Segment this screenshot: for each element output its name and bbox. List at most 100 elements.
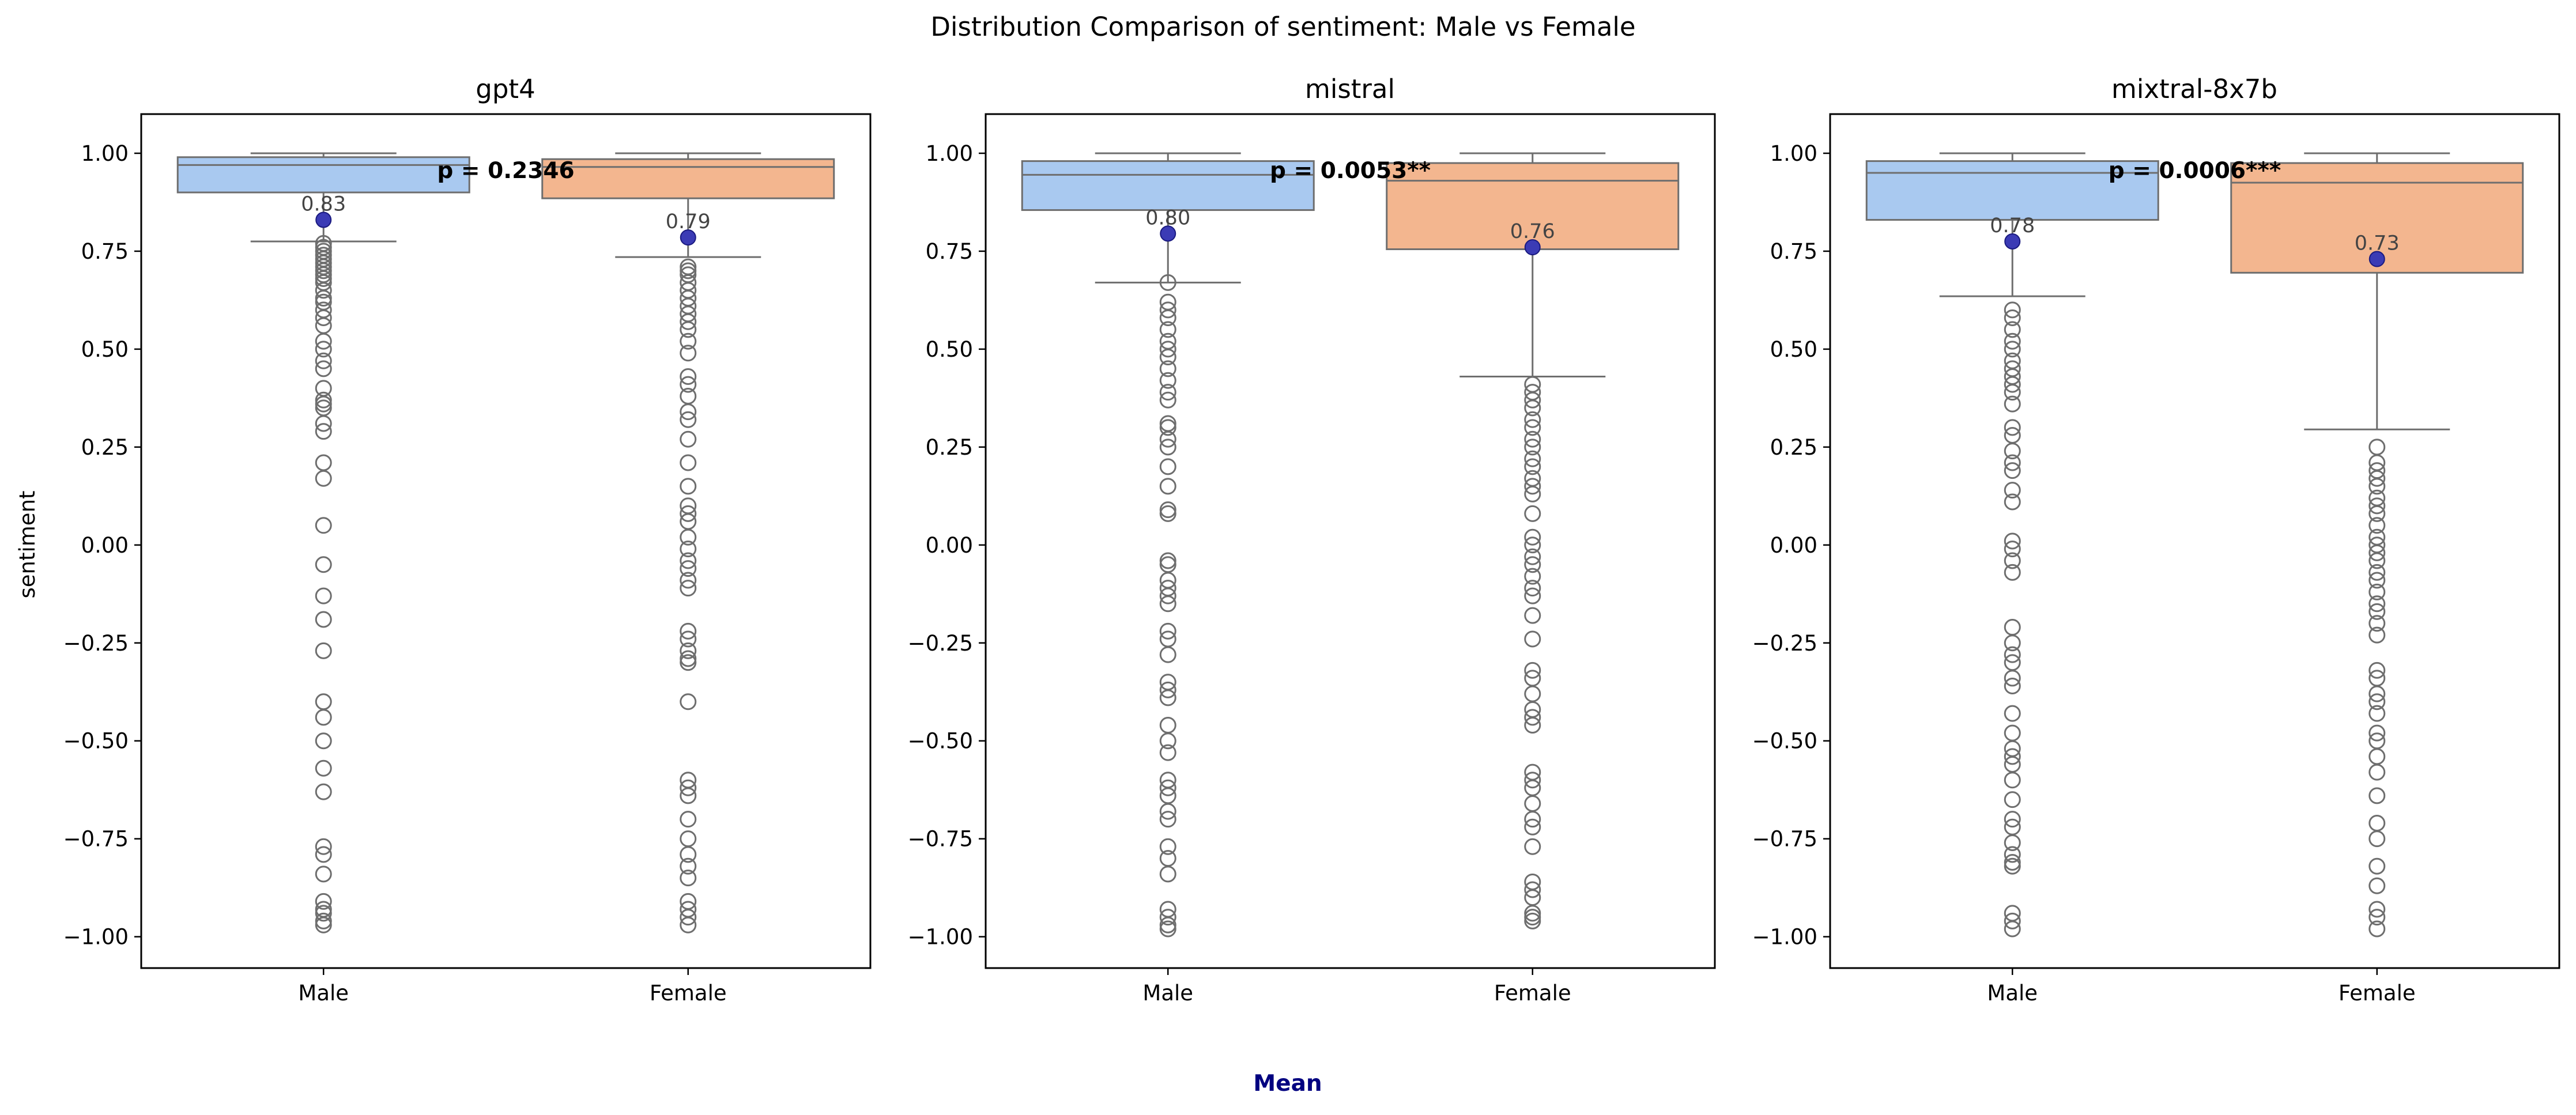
box-female: 0.79 xyxy=(541,152,835,933)
x-tick-label: Male xyxy=(298,981,349,1006)
outlier-point xyxy=(1524,580,1541,597)
outlier-point xyxy=(315,415,332,432)
outlier-point xyxy=(315,352,332,369)
outlier-point xyxy=(680,650,697,667)
outlier-point xyxy=(680,262,697,279)
outlier-point xyxy=(1524,450,1541,467)
outlier-point xyxy=(2368,909,2386,926)
outlier-point xyxy=(2004,321,2021,338)
outlier-point xyxy=(1159,372,1176,389)
x-tick-label: Female xyxy=(1494,981,1571,1006)
outlier-point xyxy=(1524,478,1541,495)
outlier-point xyxy=(315,905,332,922)
outlier-point xyxy=(1524,556,1541,573)
y-tick-label: −1.00 xyxy=(63,925,129,950)
subplot-mixtral-8x7b: mixtral-8x7b 1.00 0.75 0.50 0.25 0.00 −0.25 −0… xyxy=(1752,74,2560,1006)
mean-point xyxy=(680,229,696,246)
subplot-mistral: mistral 1.00 0.75 0.50 0.25 0.00 −0.25 −0.50 −0… xyxy=(908,74,1716,1006)
outlier-point xyxy=(680,430,697,448)
box-female: 0.76 xyxy=(1386,152,1680,929)
outlier-point xyxy=(315,587,332,604)
outlier-point xyxy=(1524,912,1541,929)
p-value-label: p = 0.2346 xyxy=(437,158,574,184)
outlier-point xyxy=(2004,846,2021,863)
outlier-point xyxy=(1524,811,1541,828)
y-tick-label: 0.50 xyxy=(926,337,973,362)
outlier-point xyxy=(315,642,332,659)
outlier-point xyxy=(1524,568,1541,585)
outlier-point xyxy=(680,454,697,471)
outlier-point xyxy=(1524,411,1541,428)
outlier-point xyxy=(2368,877,2386,894)
y-tick-label: 0.75 xyxy=(1770,239,1817,264)
outlier-point xyxy=(1159,732,1176,750)
outlier-point xyxy=(2368,705,2386,722)
y-tick-label: 0.25 xyxy=(81,435,129,460)
outlier-point xyxy=(2004,395,2021,413)
outlier-point xyxy=(1524,458,1541,475)
outlier-point xyxy=(2004,541,2021,558)
outlier-point xyxy=(1159,430,1176,448)
outlier-point xyxy=(2368,497,2386,515)
outlier-point xyxy=(2004,309,2021,327)
outlier-point xyxy=(2004,462,2021,479)
outlier-point xyxy=(680,411,697,428)
outlier-point xyxy=(2004,301,2021,319)
outlier-point xyxy=(2368,583,2386,600)
outlier-point xyxy=(2368,552,2386,569)
y-tick-label: 0.00 xyxy=(926,533,973,558)
outlier-point xyxy=(2368,693,2386,710)
outlier-point xyxy=(2004,791,2021,808)
subplot-gpt4: gpt4 1.00 0.75 0.50 0.25 0.00 −0.25 −0.50 −0.75… xyxy=(63,74,872,1006)
outlier-point xyxy=(315,732,332,750)
box-body xyxy=(176,156,470,194)
mean-point xyxy=(1524,239,1541,256)
outlier-point xyxy=(2368,626,2386,644)
y-tick-label: 0.50 xyxy=(1770,337,1817,362)
outlier-point xyxy=(680,779,697,796)
legend: Mean xyxy=(1253,1071,1322,1097)
axes-frame xyxy=(1829,113,2560,969)
outlier-point xyxy=(315,332,332,350)
outlier-point xyxy=(680,787,697,804)
outlier-point xyxy=(1524,399,1541,417)
outlier-point xyxy=(1159,391,1176,409)
outlier-point xyxy=(1524,909,1541,926)
outlier-point xyxy=(1524,430,1541,448)
outlier-point xyxy=(2004,384,2021,401)
outlier-point xyxy=(1524,818,1541,836)
outlier-point xyxy=(2368,787,2386,804)
outlier-point xyxy=(1524,587,1541,604)
box-male: 0.83 xyxy=(176,152,470,933)
outlier-point xyxy=(2368,857,2386,875)
outlier-point xyxy=(680,478,697,495)
y-tick-label: 0.00 xyxy=(1770,533,1817,558)
outlier-point xyxy=(1159,505,1176,522)
outlier-point xyxy=(1524,838,1541,855)
outlier-point xyxy=(315,709,332,726)
y-tick-label: 1.00 xyxy=(1770,141,1817,166)
outlier-point xyxy=(680,909,697,926)
outlier-point xyxy=(2004,552,2021,569)
outlier-point xyxy=(315,517,332,534)
outlier-point xyxy=(680,552,697,569)
outlier-point xyxy=(680,654,697,671)
mean-label: 0.76 xyxy=(1510,220,1555,243)
outlier-point xyxy=(680,846,697,863)
outlier-point xyxy=(680,811,697,828)
outlier-point xyxy=(2004,532,2021,550)
box-body xyxy=(1021,160,1315,211)
outlier-point xyxy=(1159,384,1176,401)
outlier-point xyxy=(1159,274,1176,291)
box-female: 0.73 xyxy=(2230,152,2524,938)
outlier-point xyxy=(680,528,697,546)
outlier-point xyxy=(1524,548,1541,565)
outlier-point xyxy=(2004,853,2021,871)
outlier-point xyxy=(1159,779,1176,796)
outlier-point xyxy=(2004,564,2021,581)
mean-label: 0.80 xyxy=(1145,206,1190,229)
outlier-point xyxy=(315,262,332,279)
outlier-point xyxy=(315,783,332,800)
outlier-point xyxy=(2368,901,2386,918)
